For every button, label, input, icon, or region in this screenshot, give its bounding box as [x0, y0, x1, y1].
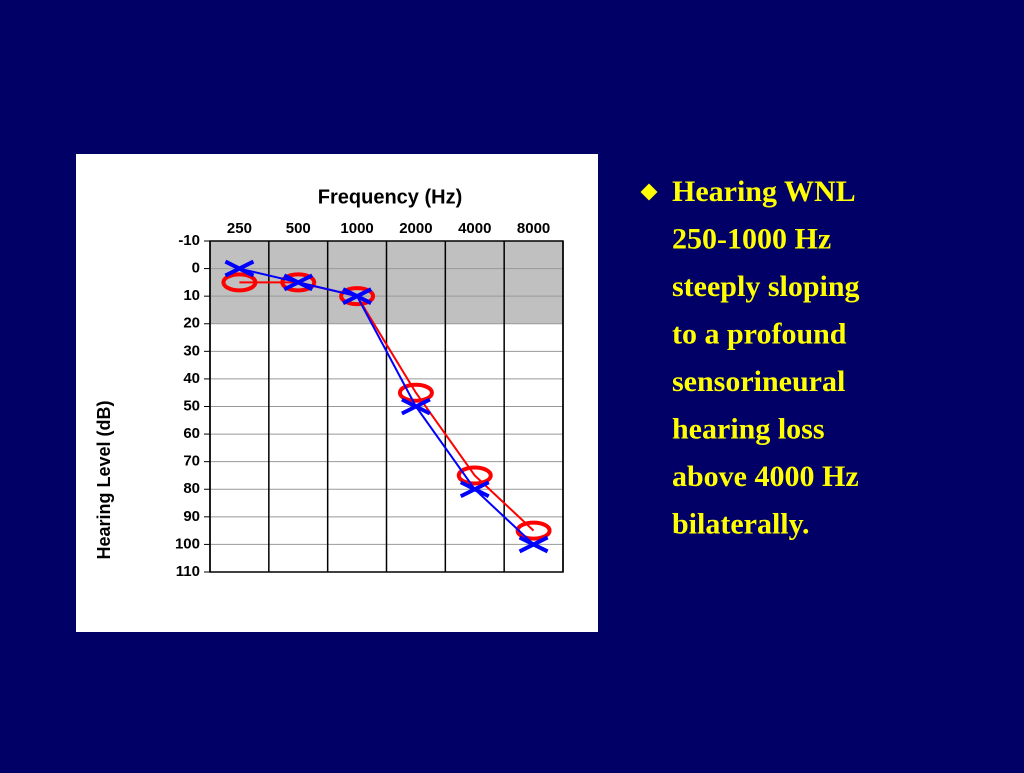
series-line	[239, 267, 535, 546]
y-tick-label: 100	[175, 535, 200, 552]
y-tick-label: 60	[183, 425, 200, 442]
bullet-line: sensorineural	[672, 365, 845, 398]
x-tick-label: 2000	[399, 220, 432, 237]
marker-circle	[456, 465, 493, 486]
y-tick-label: 10	[183, 287, 200, 304]
marker-cross	[224, 259, 255, 278]
y-axis-label: Hearing Level (dB)	[94, 400, 114, 559]
chart-title: Frequency (Hz)	[318, 186, 462, 208]
x-tick-label: 4000	[458, 220, 491, 237]
y-tick-label: 0	[192, 260, 200, 277]
bullet-line: above 4000 Hz	[672, 460, 859, 493]
x-tick-label: 1000	[340, 220, 373, 237]
y-tick-label: 110	[176, 563, 200, 580]
bullet-text: Hearing WNL 250-1000 Hz steeply sloping to …	[672, 175, 860, 541]
marker-circle	[221, 272, 258, 293]
marker-cross	[459, 480, 490, 499]
marker-cross	[401, 397, 431, 416]
bullet-icon	[640, 183, 658, 201]
bullet-line: to a profound	[672, 317, 847, 350]
y-tick-label: -10	[178, 232, 200, 249]
y-tick-label: 90	[183, 508, 200, 525]
marker-circle	[280, 272, 317, 293]
y-tick-label: 80	[183, 480, 200, 497]
y-tick-label: 50	[183, 397, 200, 414]
bullet-line: Hearing WNL	[672, 175, 856, 208]
x-tick-label: 8000	[517, 220, 550, 237]
bullet-line: 250-1000 Hz	[672, 222, 831, 255]
marker-cross	[283, 273, 314, 292]
bullet-line: steeply sloping	[672, 270, 860, 303]
marker-cross	[518, 535, 549, 554]
bullet-line: bilaterally.	[672, 507, 810, 540]
marker-circle	[339, 286, 376, 307]
plot-frame	[209, 240, 564, 573]
y-tick-label: 30	[183, 342, 200, 359]
marker-cross	[342, 287, 372, 305]
marker-circle	[397, 382, 434, 403]
x-tick-label: 250	[227, 220, 252, 237]
y-tick-label: 70	[183, 453, 200, 470]
y-tick-label: 20	[183, 315, 200, 332]
y-tick-label: 40	[183, 370, 200, 387]
x-tick-label: 500	[286, 220, 311, 237]
bullet-line: hearing loss	[672, 412, 825, 445]
